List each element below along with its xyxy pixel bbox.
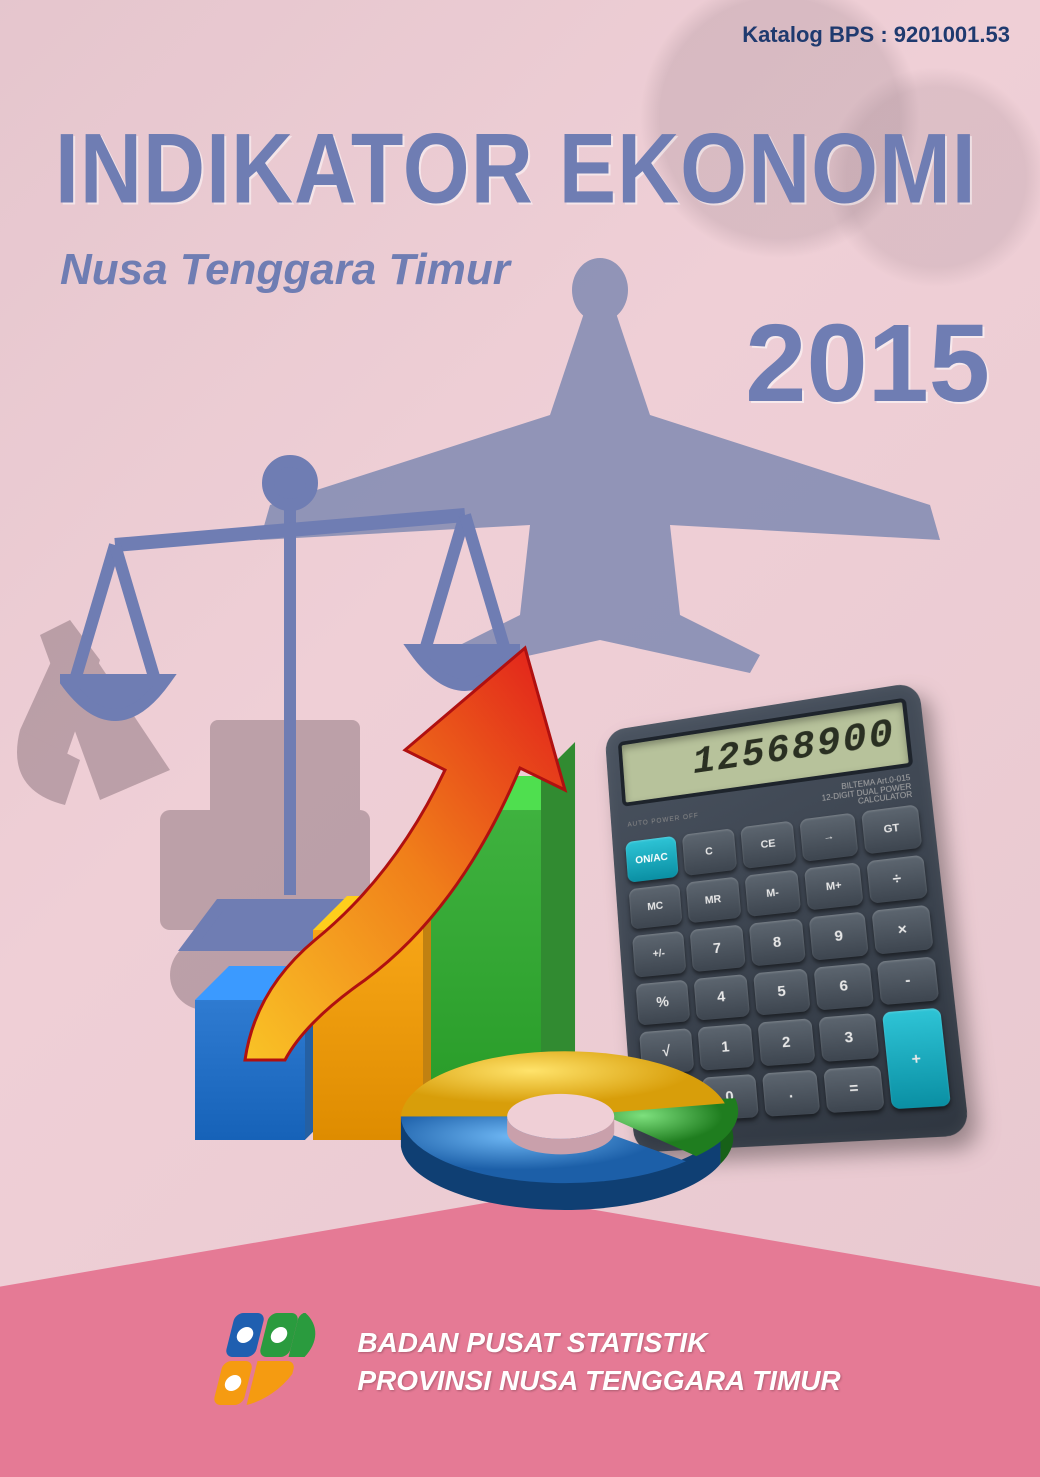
calc-key: MR — [686, 876, 741, 923]
calc-key: 4 — [693, 974, 749, 1021]
calc-key: 7 — [689, 925, 745, 972]
calc-key: 9 — [809, 912, 869, 961]
calc-key: 5 — [753, 968, 811, 1016]
calc-key: +/- — [632, 931, 686, 977]
calc-key: ÷ — [866, 854, 927, 903]
calc-key: 6 — [814, 962, 874, 1011]
pie-chart-icon — [350, 1030, 780, 1220]
calc-key: CE — [740, 820, 797, 868]
calc-label-left: AUTO POWER OFF — [627, 812, 699, 828]
main-title: INDIKATOR EKONOMI — [55, 113, 977, 227]
calc-key: = — [824, 1065, 885, 1113]
calc-key: C — [682, 828, 737, 875]
calc-key: ON/AC — [625, 836, 678, 883]
calc-key: M+ — [804, 862, 863, 911]
calc-key: GT — [861, 804, 922, 854]
calc-key: MC — [629, 883, 683, 929]
footer: BADAN PUSAT STATISTIK PROVINSI NUSA TENG… — [0, 1307, 1040, 1417]
calc-key: 3 — [819, 1013, 880, 1061]
calc-key: 8 — [748, 918, 806, 966]
calc-key: → — [800, 813, 859, 862]
calc-key: % — [636, 979, 690, 1025]
calc-key: × — [872, 905, 934, 954]
footer-line2: PROVINSI NUSA TENGGARA TIMUR — [357, 1362, 840, 1400]
calc-key: - — [877, 956, 939, 1005]
bps-logo-icon — [199, 1307, 329, 1417]
cover-page: Katalog BPS : 9201001.53 INDIKATOR EKONO… — [0, 0, 1040, 1477]
catalog-number: Katalog BPS : 9201001.53 — [742, 22, 1010, 48]
footer-line1: BADAN PUSAT STATISTIK — [357, 1324, 840, 1362]
calc-key: M- — [744, 869, 801, 917]
growth-arrow-icon — [225, 640, 585, 1070]
calc-key: + — [882, 1008, 951, 1110]
